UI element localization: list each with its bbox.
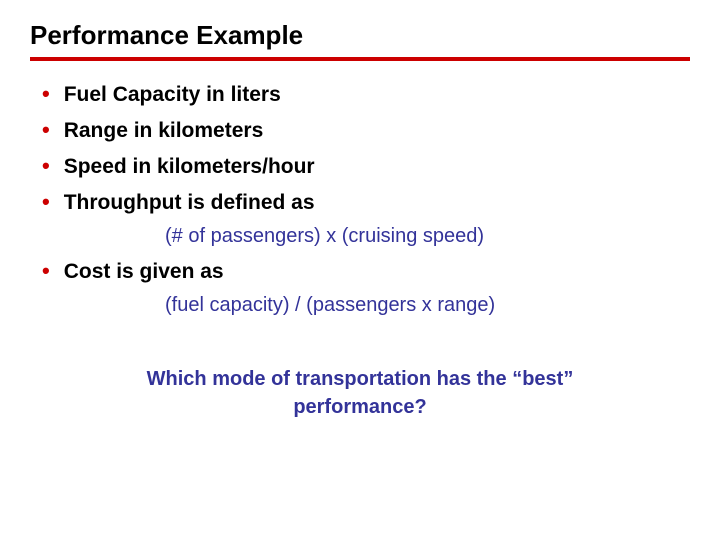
bullet-text: Cost is given as [64,258,224,286]
list-item: • Range in kilometers [42,117,690,145]
bullet-list-2: • Cost is given as [30,258,690,286]
bullet-text: Throughput is defined as [64,189,315,217]
bullet-icon: • [42,81,50,107]
bullet-icon: • [42,189,50,215]
slide-title: Performance Example [30,20,690,61]
bullet-text: Fuel Capacity in liters [64,81,281,109]
list-item: • Throughput is defined as [42,189,690,217]
bullet-list: • Fuel Capacity in liters • Range in kil… [30,81,690,217]
sub-text-cost: (fuel capacity) / (passengers x range) [165,294,690,317]
question-text: Which mode of transportation has the “be… [30,365,690,421]
sub-text-throughput: (# of passengers) x (cruising speed) [165,225,690,248]
bullet-icon: • [42,258,50,284]
list-item: • Fuel Capacity in liters [42,81,690,109]
list-item: • Speed in kilometers/hour [42,153,690,181]
bullet-icon: • [42,117,50,143]
bullet-text: Range in kilometers [64,117,264,145]
bullet-text: Speed in kilometers/hour [64,153,315,181]
bullet-icon: • [42,153,50,179]
list-item: • Cost is given as [42,258,690,286]
